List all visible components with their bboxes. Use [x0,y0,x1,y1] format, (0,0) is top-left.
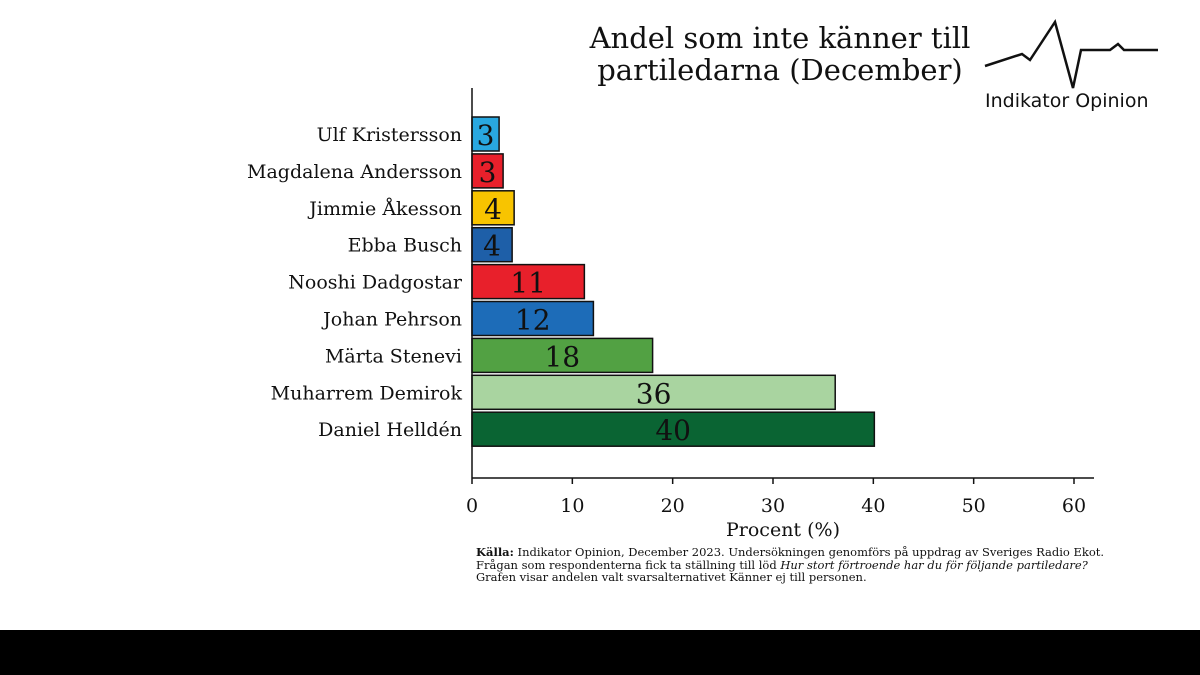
chart-title-line-2: partiledarna (December) [597,53,963,87]
data-label: 4 [484,193,502,226]
category-label: Muharrem Demirok [271,382,463,404]
data-label: 36 [636,377,672,410]
data-label: 11 [510,267,546,300]
category-label: Jimmie Åkesson [307,198,462,220]
category-label: Märta Stenevi [325,345,462,367]
bar [471,411,876,447]
category-label: Johan Pehrson [321,309,462,331]
x-tick-label: 60 [1062,495,1086,517]
source-note: Källa: Indikator Opinion, December 2023.… [476,546,1116,584]
source-line-2-prefix: Frågan som respondenterna fick ta ställn… [476,557,777,572]
data-label: 4 [483,230,501,263]
x-axis-label: Procent (%) [726,519,840,541]
data-label: 3 [479,156,497,189]
bar [471,153,504,189]
bar-chart: Ulf Kristersson 3 Magdalena Andersson 3 Jimm… [247,88,1094,541]
category-label: Nooshi Dadgostar [288,272,463,294]
data-label: 12 [515,304,551,337]
category-label: Magdalena Andersson [247,161,462,183]
chart-title-line-1: Andel som inte känner till [589,21,971,55]
bottom-bar [0,630,1200,675]
x-tick-label: 0 [466,495,478,517]
pulse-line-icon [984,18,1158,89]
bar [471,116,500,152]
logo-text: Indikator Opinion [985,90,1149,112]
source-line-3: Grafen visar andelen valt svarsalternati… [476,570,867,584]
x-tick-label: 40 [861,495,885,517]
bar [471,263,586,300]
source-label: Källa: [476,545,514,559]
bar [471,374,836,411]
x-tick-label: 20 [661,495,685,517]
chart-title: Andel som inte känner till partiledarna … [560,22,1000,86]
category-label: Ulf Kristersson [317,124,462,146]
category-label: Ebba Busch [348,235,462,257]
bar [471,190,515,226]
x-tick-label: 50 [962,495,986,517]
x-tick-label: 30 [761,495,785,517]
data-label: 18 [544,340,580,373]
category-label: Daniel Helldén [318,419,462,441]
source-line-1: Indikator Opinion, December 2023. Unders… [517,545,1105,559]
data-label: 3 [477,119,495,152]
chart-canvas: Andel som inte känner till partiledarna … [247,18,1170,584]
x-tick-label: 10 [560,495,584,517]
source-question: Hur stort förtroende har du för följande… [780,557,1088,572]
data-label: 40 [655,414,691,447]
indikator-logo: Indikator Opinion [980,18,1170,118]
